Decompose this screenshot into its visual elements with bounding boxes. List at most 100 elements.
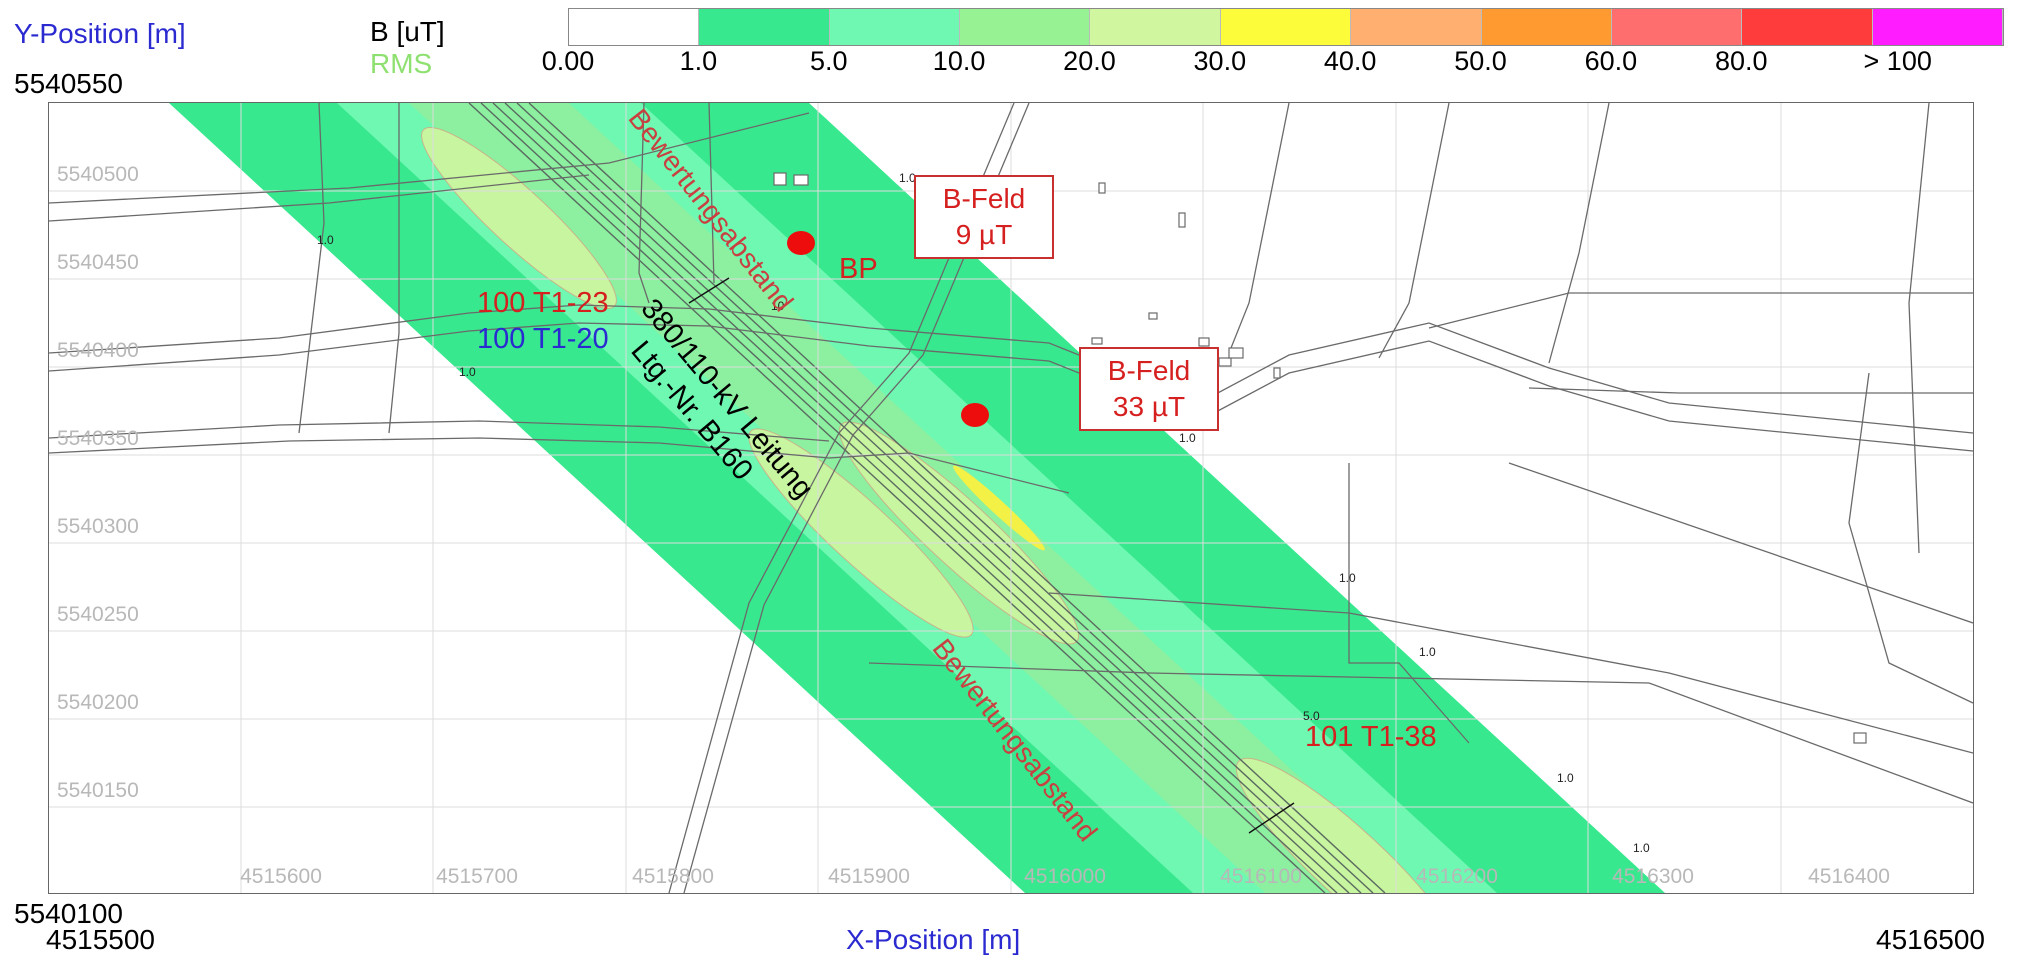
contour-label: 1.0 <box>1339 571 1356 585</box>
y-tick: 5540250 <box>57 603 139 626</box>
legend-swatch <box>1090 9 1221 45</box>
mast-marker <box>688 277 730 304</box>
legend-swatch <box>699 9 830 45</box>
legend-swatch <box>1481 9 1612 45</box>
color-legend-ticks: 0.00 1.0 5.0 10.0 20.0 30.0 40.0 50.0 60.0 80.0 > … <box>0 46 2018 82</box>
contour-label: 1.0 <box>899 171 916 185</box>
parcel-boundary <box>1428 292 1973 329</box>
legend-tick-label: 0.00 <box>541 46 595 76</box>
parcel-boundary <box>1848 372 1973 704</box>
parcel-boundary <box>868 662 1973 804</box>
conductor-line <box>516 103 1374 893</box>
legend-tick-label: 30.0 <box>1193 46 1247 76</box>
mast-label-right: 101 T1-38 <box>1305 721 1437 753</box>
parcel-boundary <box>1908 103 1930 554</box>
parcel-boundary <box>1378 103 1450 359</box>
contour-label: 1.0 <box>317 233 334 247</box>
legend-mode-label: RMS <box>370 48 433 79</box>
color-legend-bar <box>568 8 2004 46</box>
y-tick: 5540450 <box>57 251 139 274</box>
legend-swatch <box>1220 9 1352 45</box>
parcel-boundary <box>683 103 1030 893</box>
measure-point-bp <box>787 231 815 255</box>
measure-point-max <box>961 403 989 427</box>
field-box-top-value: 9 µT <box>955 219 1013 250</box>
x-max-label: 4516500 <box>1876 924 1986 955</box>
parcel-boundary <box>49 304 1973 434</box>
y-tick: 5540300 <box>57 515 139 538</box>
field-box-top-title: B-Feld <box>942 183 1026 214</box>
parcel-boundary <box>388 103 400 434</box>
parcel-boundary <box>49 174 590 222</box>
parcel-boundary <box>298 103 325 434</box>
parcel-boundary <box>1508 462 1973 624</box>
bp-label: BP <box>839 253 878 285</box>
field-box-top: B-Feld 9 µT <box>914 175 1054 259</box>
building <box>1098 182 1106 194</box>
y-tick: 5540350 <box>57 427 139 450</box>
building <box>1091 337 1103 345</box>
building <box>1273 367 1281 379</box>
building <box>793 174 809 186</box>
parcel-boundary <box>638 103 650 304</box>
legend-quantity-label: B [uT] <box>370 16 445 47</box>
legend-swatch <box>1742 9 1873 45</box>
conductor-line <box>528 103 1386 893</box>
field-lobe <box>748 428 974 638</box>
mast-label-left: 100 T1-23 <box>477 287 609 319</box>
field-hotspot <box>953 465 1045 551</box>
contour-label: 1.0 <box>1557 771 1574 785</box>
x-tick: 4516400 <box>1808 865 1890 888</box>
conductor-line <box>504 103 1362 893</box>
legend-swatch <box>960 9 1091 45</box>
contour-label: 10 <box>771 299 785 313</box>
x-axis-title: X-Position [m] <box>846 924 1021 955</box>
conductor-line <box>468 103 1326 893</box>
legend-tick-label: 10.0 <box>932 46 986 76</box>
x-tick: 4516300 <box>1612 865 1694 888</box>
building <box>1198 337 1210 347</box>
legend-swatch <box>1872 9 2003 45</box>
conductor-line <box>492 103 1350 893</box>
contour-label: 1.0 <box>1419 645 1436 659</box>
building <box>773 172 787 186</box>
conductor-line <box>480 103 1338 893</box>
x-tick: 4515600 <box>240 865 322 888</box>
field-box-mid-value: 33 µT <box>1112 391 1186 422</box>
contour-label: 5.0 <box>1303 709 1320 723</box>
x-tick: 4515900 <box>828 865 910 888</box>
contour-label: 1.0 <box>459 365 476 379</box>
legend-swatch <box>829 9 961 45</box>
x-tick: 4516200 <box>1416 865 1498 888</box>
x-tick: 4515700 <box>436 865 518 888</box>
x-tick: 4516100 <box>1220 865 1302 888</box>
legend-tick-label: 80.0 <box>1714 46 1768 76</box>
x-min-label: 4515500 <box>46 924 156 955</box>
field-lobe <box>1235 757 1463 893</box>
parcel-boundary <box>49 112 810 204</box>
parcel-boundary <box>1048 592 1973 754</box>
y-tick: 5540200 <box>57 691 139 714</box>
y-max-label: 5540550 <box>14 68 124 99</box>
mast-marker <box>1248 802 1295 834</box>
building <box>1228 347 1244 359</box>
parcel-boundary <box>1548 103 1610 364</box>
building <box>1853 732 1867 744</box>
contour-label: 1.0 <box>1633 841 1650 855</box>
parcel-boundary <box>49 420 830 442</box>
legend-swatch <box>569 9 700 45</box>
legend-swatch <box>1351 9 1482 45</box>
parcel-boundary <box>1228 103 1290 354</box>
legend-tick-label: 60.0 <box>1584 46 1638 76</box>
map-drawing <box>49 103 1973 893</box>
x-tick: 4516000 <box>1024 865 1106 888</box>
parcel-boundary <box>708 103 715 284</box>
legend-swatch <box>1611 9 1743 45</box>
legend-tick-label: 20.0 <box>1063 46 1116 76</box>
parcel-boundary <box>49 322 1973 452</box>
y-tick: 5540500 <box>57 163 139 186</box>
parcel-boundary <box>1348 623 1470 744</box>
parcel-boundary <box>49 437 1070 494</box>
building <box>1178 212 1186 228</box>
parcel-boundary <box>1528 387 1973 394</box>
